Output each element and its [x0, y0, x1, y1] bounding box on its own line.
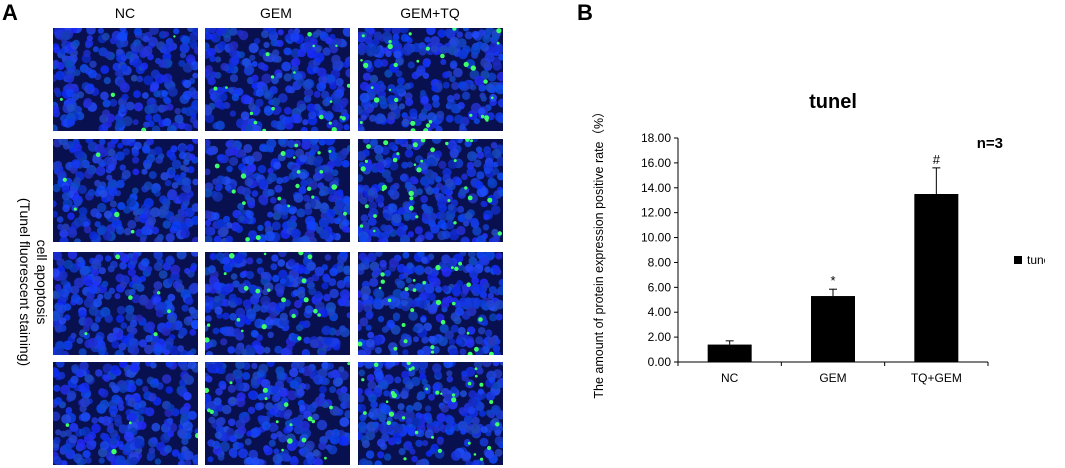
- x-tick-label: TQ+GEM: [911, 371, 962, 385]
- y-tick-label: 2.00: [648, 330, 672, 344]
- chart-annotation: n=3: [977, 135, 1003, 152]
- micrograph-r1-nc: [53, 28, 198, 131]
- chart-title: tunel: [809, 91, 857, 113]
- y-tick-label: 18.00: [641, 131, 671, 145]
- panel-b-letter: B: [577, 0, 593, 25]
- micrograph-r2-nc: [53, 139, 198, 242]
- y-tick-label: 0.00: [648, 355, 672, 369]
- y-tick-label: 10.00: [641, 231, 671, 245]
- bar-chart: tunel n=3 The amount of protein expression…: [592, 91, 1045, 399]
- y-tick-label: 16.00: [641, 156, 671, 170]
- bar-tq-gem: [914, 194, 959, 362]
- legend-swatch: [1014, 256, 1022, 264]
- column-label-gem: GEM: [260, 5, 292, 21]
- row-label-line1: cell apoptosis: [34, 239, 50, 325]
- micrograph-r2-gem-tq: [358, 139, 503, 242]
- legend-label: tunel: [1027, 253, 1045, 267]
- micrograph-r4-nc: [53, 362, 198, 465]
- y-tick-label: 8.00: [648, 255, 672, 269]
- bar-gem: [811, 296, 855, 362]
- micrograph-r4-gem: [205, 362, 350, 465]
- x-tick-label: NC: [721, 371, 739, 385]
- column-label-gem-tq: GEM+TQ: [400, 5, 460, 21]
- y-axis-label: The amount of protein expression positiv…: [592, 105, 606, 398]
- y-tick-label: 4.00: [648, 305, 672, 319]
- y-tick-label: 12.00: [641, 206, 671, 220]
- micrograph-r1-gem: [205, 28, 350, 131]
- significance-marker: #: [933, 152, 941, 167]
- micrograph-r3-nc: [53, 252, 198, 355]
- y-tick-label: 14.00: [641, 181, 671, 195]
- row-label: cell apoptosis (Tunel fluorescent staini…: [10, 177, 50, 387]
- panel-a-letter: A: [2, 0, 18, 25]
- micrograph-r4-gem-tq: [358, 362, 503, 465]
- significance-marker: *: [830, 273, 835, 288]
- micrograph-r3-gem: [205, 252, 350, 355]
- micrograph-r2-gem: [205, 139, 350, 242]
- x-tick-label: GEM: [819, 371, 846, 385]
- bar-nc: [707, 344, 752, 362]
- micrograph-r3-gem-tq: [358, 252, 503, 355]
- y-tick-label: 6.00: [648, 280, 672, 294]
- column-label-nc: NC: [114, 5, 136, 21]
- row-label-line2: (Tunel fluorescent staining): [17, 197, 33, 367]
- micrograph-r1-gem-tq: [358, 28, 503, 131]
